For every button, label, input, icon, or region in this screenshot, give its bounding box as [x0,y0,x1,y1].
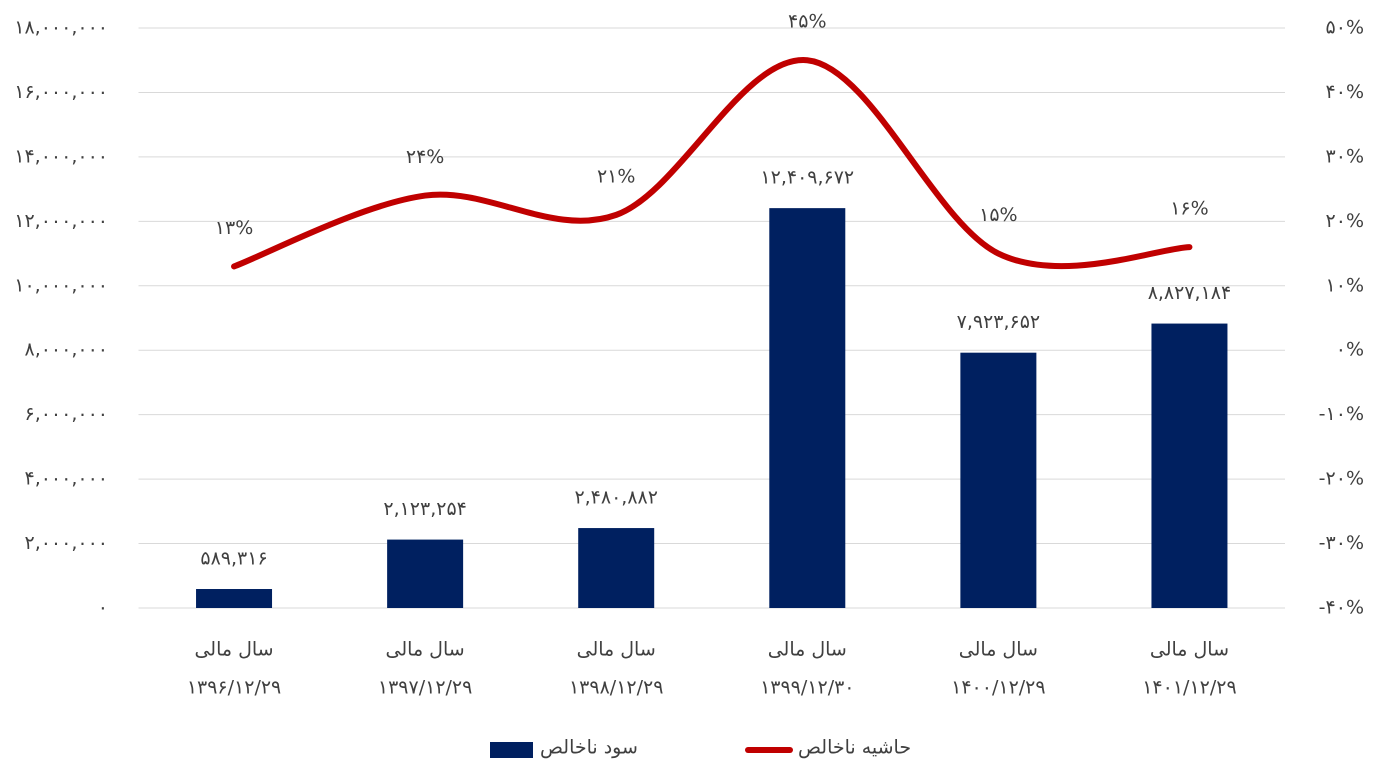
data-label: ۲,۴۸۰,۸۸۲ [574,487,658,509]
data-label: ۵۸۹,۳۱۶ [200,548,267,570]
data-label: ۸,۸۲۷,۱۸۴ [1148,282,1232,304]
x-tick-label: سال مالی [577,639,656,661]
y-tick-label: ۱۸,۰۰۰,۰۰۰ [14,17,108,39]
legend-label: سود ناخالص [540,737,638,759]
y2-tick-label: -۲۰% [1319,468,1364,490]
data-label: ۲,۱۲۳,۲۵۴ [383,498,467,520]
y-tick-label: ۲,۰۰۰,۰۰۰ [24,532,108,554]
bar [578,528,655,608]
x-tick-label: ۱۴۰۰/۱۲/۲۹ [951,677,1045,699]
bar [960,352,1037,608]
y-tick-label: ۰ [98,597,108,619]
y2-tick-label: ۴۰% [1326,81,1364,103]
x-tick-label: ۱۳۹۸/۱۲/۲۹ [569,677,663,699]
x-tick-label: سال مالی [1150,639,1229,661]
x-tick-label: ۱۳۹۷/۱۲/۲۹ [378,677,472,699]
bar [769,208,846,608]
legend-swatch [490,742,533,758]
data-label: ۲۱% [597,165,635,187]
data-label: ۴۵% [788,11,826,33]
y2-tick-label: ۱۰% [1326,274,1364,296]
y2-tick-label: ۲۰% [1326,210,1364,232]
data-label: ۱۳% [215,217,253,239]
y-tick-label: ۶,۰۰۰,۰۰۰ [24,403,108,425]
x-tick-label: سال مالی [194,639,273,661]
y2-tick-label: ۰% [1336,339,1364,361]
line [231,57,1193,270]
y-tick-label: ۱۲,۰۰۰,۰۰۰ [14,210,108,232]
y-tick-label: ۱۴,۰۰۰,۰۰۰ [14,145,108,167]
x-tick-label: سال مالی [386,639,465,661]
legend-label: حاشیه ناخالص [798,737,911,759]
y2-tick-label: -۳۰% [1319,532,1364,554]
y2-tick-label: ۳۰% [1326,145,1364,167]
x-tick-label: سال مالی [768,639,847,661]
x-tick-label: ۱۳۹۹/۱۲/۳۰ [760,677,854,699]
data-label: ۱۶% [1170,198,1208,220]
bar [387,539,464,608]
y-tick-label: ۱۰,۰۰۰,۰۰۰ [14,274,108,296]
x-tick-label: ۱۳۹۶/۱۲/۲۹ [187,677,281,699]
y-tick-label: ۸,۰۰۰,۰۰۰ [24,339,108,361]
data-label: ۱۲,۴۰۹,۶۷۲ [760,167,854,189]
data-label: ۱۵% [979,204,1017,226]
y2-tick-label: -۴۰% [1319,597,1364,619]
y2-tick-label: -۱۰% [1319,403,1364,425]
data-label: ۲۴% [406,146,444,168]
bar [196,589,273,608]
y2-tick-label: ۵۰% [1326,17,1364,39]
y-tick-label: ۴,۰۰۰,۰۰۰ [24,468,108,490]
x-tick-label: ۱۴۰۱/۱۲/۲۹ [1142,677,1236,699]
data-label: ۷,۹۲۳,۶۵۲ [957,311,1041,333]
y-tick-label: ۱۶,۰۰۰,۰۰۰ [14,81,108,103]
x-tick-label: سال مالی [959,639,1038,661]
bar [1151,323,1228,608]
